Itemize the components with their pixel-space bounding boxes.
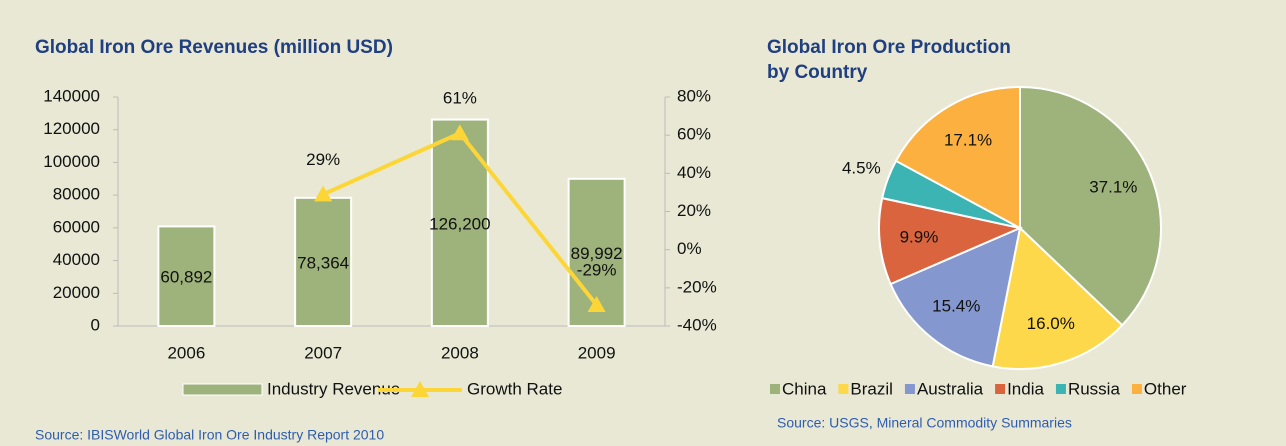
y-tick-label: 140000 [43, 86, 100, 105]
legend-label: Brazil [850, 379, 893, 398]
y2-tick-label: -40% [677, 315, 717, 334]
bar [430, 118, 489, 327]
legend-label: Other [1144, 379, 1187, 398]
marker [314, 185, 333, 202]
chart-title: Global Iron Ore Production by Country [767, 37, 1011, 83]
legend-label: Industry Revenue [267, 379, 400, 398]
y2-tick-label: 20% [677, 201, 711, 220]
x-tick-label: 2007 [304, 343, 342, 362]
legend-label: Australia [917, 379, 984, 398]
marker [587, 296, 606, 313]
y-tick-label: 80000 [53, 185, 100, 204]
bar [294, 196, 353, 327]
y-tick-label: 40000 [53, 250, 100, 269]
data-label: 89,992 [571, 244, 623, 263]
legend-swatch [411, 381, 429, 397]
pie-slice [894, 85, 1021, 230]
y-tick-label: 0 [91, 315, 100, 334]
y2-tick-label: 80% [677, 86, 711, 105]
data-label: 37.1% [1089, 177, 1137, 196]
y2-tick-label: 60% [677, 125, 711, 144]
legend-swatch [1131, 384, 1142, 394]
data-label: 61% [443, 89, 477, 108]
y-tick-label: 60000 [53, 217, 100, 236]
data-label: 9.9% [900, 227, 939, 246]
legend-swatch [770, 384, 780, 394]
data-label: 16.0% [1027, 314, 1075, 333]
legend-label: Growth Rate [467, 379, 562, 398]
y-tick-label: 120000 [43, 119, 100, 138]
pie-slice [1019, 85, 1163, 327]
pie-slice [878, 196, 1024, 286]
data-label: 60,892 [160, 268, 212, 287]
legend-label: India [1007, 379, 1044, 398]
pie-slice [991, 226, 1124, 370]
source: Source: IBISWorld Global Iron Ore Indust… [35, 427, 384, 443]
y-tick-label: 100000 [43, 152, 100, 171]
data-label: 126,200 [429, 214, 490, 233]
legend-swatch [995, 384, 1006, 394]
x-tick-label: 2009 [578, 343, 616, 362]
marker [450, 124, 469, 141]
legend-swatch [182, 383, 263, 396]
source: Source: USGS, Mineral Commodity Summarie… [777, 415, 1072, 431]
pie-slice [889, 226, 1022, 368]
x-tick-label: 2008 [441, 343, 479, 362]
y2-tick-label: 0% [677, 239, 702, 258]
data-label: 29% [306, 150, 340, 169]
bar [157, 225, 216, 327]
data-label: 4.5% [842, 159, 881, 178]
legend-swatch [1055, 384, 1066, 394]
legend-swatch [904, 384, 915, 394]
legend-label: Russia [1068, 379, 1121, 398]
y2-tick-label: 40% [677, 163, 711, 182]
legend-label: China [782, 379, 827, 398]
y2-tick-label: -20% [677, 277, 717, 296]
y-tick-label: 20000 [53, 283, 100, 302]
data-label: 15.4% [932, 297, 980, 316]
data-label: 78,364 [297, 253, 349, 272]
legend-swatch [838, 384, 849, 394]
chart-title: Global Iron Ore Revenues (million USD) [35, 37, 393, 58]
data-label: -29% [577, 260, 617, 279]
x-tick-label: 2006 [167, 343, 205, 362]
data-label: 17.1% [944, 130, 992, 149]
